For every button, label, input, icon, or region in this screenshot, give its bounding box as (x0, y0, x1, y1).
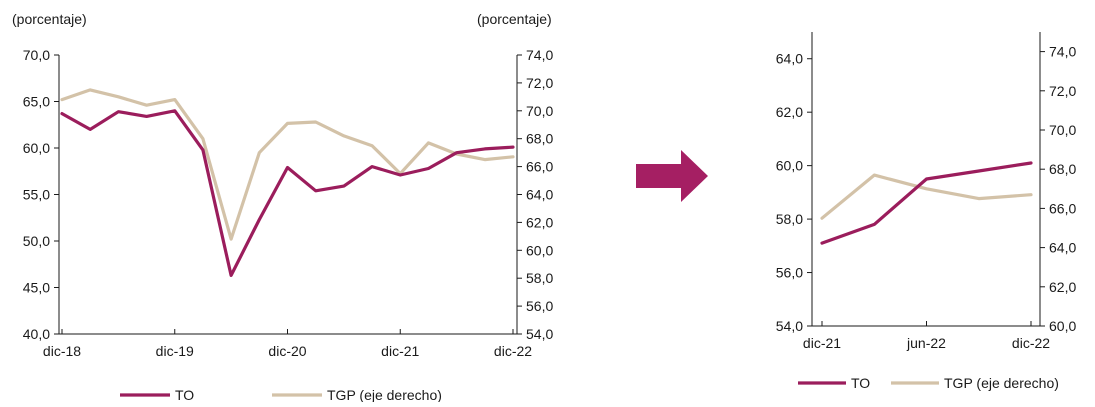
right-y-tick-label: 56,0 (526, 298, 553, 314)
legend-label-tgp: TGP (eje derecho) (944, 375, 1059, 391)
chart-right: 54,0 56,0 58,0 60,0 62,0 64,0 60,0 62,0 64,0 66,0… (776, 32, 1076, 391)
x-tick-label: dic-22 (494, 343, 532, 359)
left-y-tick-label: 65,0 (23, 94, 50, 110)
left-y-tick-label: 56,0 (776, 265, 803, 281)
x-tick-label: jun-22 (906, 335, 946, 351)
right-y-tick-label: 70,0 (1049, 122, 1076, 138)
left-axis-unit-label: (porcentaje) (12, 11, 87, 27)
right-y-tick-label: 72,0 (526, 75, 553, 91)
legend-label-tgp: TGP (eje derecho) (327, 387, 442, 402)
right-y-tick-label: 62,0 (1049, 279, 1076, 295)
series-line-tgp (60, 88, 515, 241)
right-y-tick-label: 58,0 (526, 270, 553, 286)
right-arrow-icon (636, 150, 708, 202)
right-y-tick-label: 68,0 (526, 131, 553, 147)
right-y-tick-label: 74,0 (1049, 44, 1076, 60)
right-y-tick-label: 60,0 (526, 242, 553, 258)
series-line-tgp (820, 173, 1033, 220)
right-y-tick-label: 70,0 (526, 103, 553, 119)
x-tick-label: dic-21 (381, 343, 419, 359)
left-y-tick-label: 45,0 (23, 280, 50, 296)
left-y-tick-label: 58,0 (776, 211, 803, 227)
right-y-tick-label: 66,0 (1049, 200, 1076, 216)
left-y-tick-label: 55,0 (23, 187, 50, 203)
left-y-tick-label: 64,0 (776, 51, 803, 67)
right-y-tick-label: 60,0 (1049, 318, 1076, 334)
legend-label-to: TO (175, 387, 194, 402)
right-y-tick-label: 68,0 (1049, 161, 1076, 177)
right-y-tick-label: 54,0 (526, 326, 553, 342)
x-tick-label: dic-19 (156, 343, 194, 359)
left-y-tick-label: 60,0 (776, 158, 803, 174)
right-y-tick-label: 72,0 (1049, 83, 1076, 99)
x-tick-label: dic-20 (268, 343, 306, 359)
chart-left: 40,0 45,0 50,0 55,0 60,0 65,0 70,0 54,0 56,0 58,0… (12, 11, 553, 403)
x-tick-label: dic-22 (1012, 335, 1050, 351)
left-y-tick-label: 54,0 (776, 318, 803, 334)
right-y-tick-label: 74,0 (526, 47, 553, 63)
left-y-tick-label: 70,0 (23, 47, 50, 63)
left-y-tick-label: 62,0 (776, 104, 803, 120)
right-y-tick-label: 66,0 (526, 159, 553, 175)
series-line-to (60, 109, 515, 277)
left-y-tick-label: 40,0 (23, 326, 50, 342)
x-tick-label: dic-18 (43, 343, 81, 359)
right-y-tick-label: 64,0 (1049, 240, 1076, 256)
series-line-to (820, 161, 1033, 245)
right-y-tick-label: 62,0 (526, 214, 553, 230)
x-tick-label: dic-21 (803, 335, 841, 351)
left-y-tick-label: 50,0 (23, 233, 50, 249)
legend-label-to: TO (851, 375, 870, 391)
right-y-tick-label: 64,0 (526, 187, 553, 203)
left-y-tick-label: 60,0 (23, 140, 50, 156)
right-axis-unit-label: (porcentaje) (477, 11, 552, 27)
